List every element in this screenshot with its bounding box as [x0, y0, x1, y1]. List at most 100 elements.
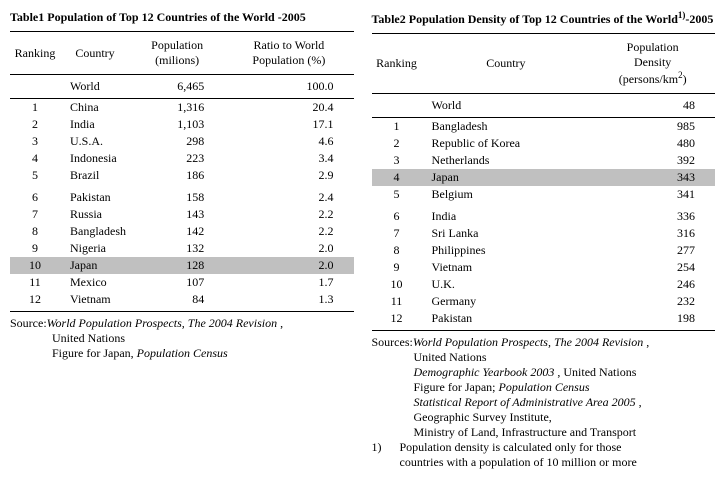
cell-rank: 2	[10, 116, 60, 133]
cell-country: Sri Lanka	[422, 225, 591, 242]
cell-country: Philippines	[422, 242, 591, 259]
cell-pop: 186	[130, 167, 224, 184]
cell-ratio: 1.7	[224, 274, 353, 291]
table-row: 2India1,10317.1	[10, 116, 354, 133]
cell-density: 246	[590, 276, 715, 293]
table2-source-3: Figure for Japan; Population Census	[372, 380, 716, 395]
cell-density: 480	[590, 135, 715, 152]
table1-source-label: Source:	[10, 316, 47, 330]
table2-world-row: World 48	[372, 94, 716, 118]
cell-country: U.K.	[422, 276, 591, 293]
cell-rank: 5	[10, 167, 60, 184]
cell-ratio: 1.3	[224, 291, 353, 312]
cell-density: 198	[590, 310, 715, 331]
cell-country: India	[60, 116, 130, 133]
cell-rank: 12	[372, 310, 422, 331]
cell-country: Bangladesh	[422, 118, 591, 136]
cell-pop: 158	[130, 184, 224, 206]
cell-rank: 9	[372, 259, 422, 276]
cell-pop: 132	[130, 240, 224, 257]
cell-rank: 6	[10, 184, 60, 206]
cell-ratio: 2.2	[224, 206, 353, 223]
cell-country: India	[422, 203, 591, 225]
cell-rank: 12	[10, 291, 60, 312]
cell-density: 232	[590, 293, 715, 310]
cell-rank: 10	[10, 257, 60, 274]
cell-country: Pakistan	[60, 184, 130, 206]
table2-source-2: Demographic Yearbook 2003 , United Natio…	[372, 365, 716, 380]
cell-rank: 4	[372, 169, 422, 186]
cell-pop: 128	[130, 257, 224, 274]
table2-source-5: Geographic Survey Institute,	[372, 410, 716, 425]
cell-rank: 5	[372, 186, 422, 203]
cell-rank: 4	[10, 150, 60, 167]
cell-country: Netherlands	[422, 152, 591, 169]
cell-pop: 143	[130, 206, 224, 223]
cell-country: Japan	[60, 257, 130, 274]
table2-head-country: Country	[422, 34, 591, 94]
cell-density: 985	[590, 118, 715, 136]
cell-country: China	[60, 99, 130, 117]
cell-rank: 9	[10, 240, 60, 257]
cell-country: Indonesia	[60, 150, 130, 167]
cell-ratio: 2.4	[224, 184, 353, 206]
cell-country: Russia	[60, 206, 130, 223]
table-row: 5Belgium341	[372, 186, 716, 203]
cell-density: 343	[590, 169, 715, 186]
cell-pop: 1,103	[130, 116, 224, 133]
cell-country: Japan	[422, 169, 591, 186]
cell-density: 316	[590, 225, 715, 242]
cell-country: Vietnam	[422, 259, 591, 276]
cell-pop: 223	[130, 150, 224, 167]
cell-density: 392	[590, 152, 715, 169]
cell-rank: 7	[372, 225, 422, 242]
table2-world-country: World	[422, 94, 591, 118]
cell-rank: 7	[10, 206, 60, 223]
cell-pop: 84	[130, 291, 224, 312]
table-row: 1Bangladesh985	[372, 118, 716, 136]
cell-ratio: 2.2	[224, 223, 353, 240]
table-row: 12Pakistan198	[372, 310, 716, 331]
table1-panel: Table1 Population of Top 12 Countries of…	[10, 10, 354, 470]
table1-source-0: World Population Prospects, The 2004 Rev…	[47, 316, 277, 330]
table2-source-label: Sources:	[372, 335, 413, 349]
table2-panel: Table2 Population Density of Top 12 Coun…	[372, 10, 716, 470]
table2-title: Table2 Population Density of Top 12 Coun…	[372, 10, 716, 27]
cell-country: U.S.A.	[60, 133, 130, 150]
cell-rank: 3	[372, 152, 422, 169]
table-row: 7Russia1432.2	[10, 206, 354, 223]
table1-world-pop: 6,465	[130, 75, 224, 99]
table2-head-rank: Ranking	[372, 34, 422, 94]
table-row: 4Japan343	[372, 169, 716, 186]
table-row: 5Brazil1862.9	[10, 167, 354, 184]
cell-pop: 298	[130, 133, 224, 150]
table1-source-1: United Nations	[10, 331, 354, 346]
cell-rank: 2	[372, 135, 422, 152]
table1-world-country: World	[60, 75, 130, 99]
table2-note: 1)Population density is calculated only …	[372, 440, 716, 470]
cell-rank: 1	[10, 99, 60, 117]
cell-density: 336	[590, 203, 715, 225]
table-row: 7Sri Lanka316	[372, 225, 716, 242]
table1-sources: Source:World Population Prospects, The 2…	[10, 316, 354, 361]
cell-country: Belgium	[422, 186, 591, 203]
cell-density: 341	[590, 186, 715, 203]
table-row: 3U.S.A.2984.6	[10, 133, 354, 150]
cell-ratio: 2.9	[224, 167, 353, 184]
table2-source-4: Statistical Report of Administrative Are…	[372, 395, 716, 410]
table2-source-1: United Nations	[372, 350, 716, 365]
table1-world-row: World 6,465 100.0	[10, 75, 354, 99]
cell-ratio: 2.0	[224, 240, 353, 257]
cell-pop: 1,316	[130, 99, 224, 117]
cell-rank: 11	[10, 274, 60, 291]
cell-rank: 11	[372, 293, 422, 310]
table1: Ranking Country Population (milions) Rat…	[10, 31, 354, 312]
table-row: 4Indonesia2233.4	[10, 150, 354, 167]
cell-ratio: 20.4	[224, 99, 353, 117]
table-row: 10Japan1282.0	[10, 257, 354, 274]
table-row: 10U.K.246	[372, 276, 716, 293]
cell-country: Pakistan	[422, 310, 591, 331]
table-row: 6India336	[372, 203, 716, 225]
table-row: 12Vietnam841.3	[10, 291, 354, 312]
table1-title: Table1 Population of Top 12 Countries of…	[10, 10, 354, 25]
